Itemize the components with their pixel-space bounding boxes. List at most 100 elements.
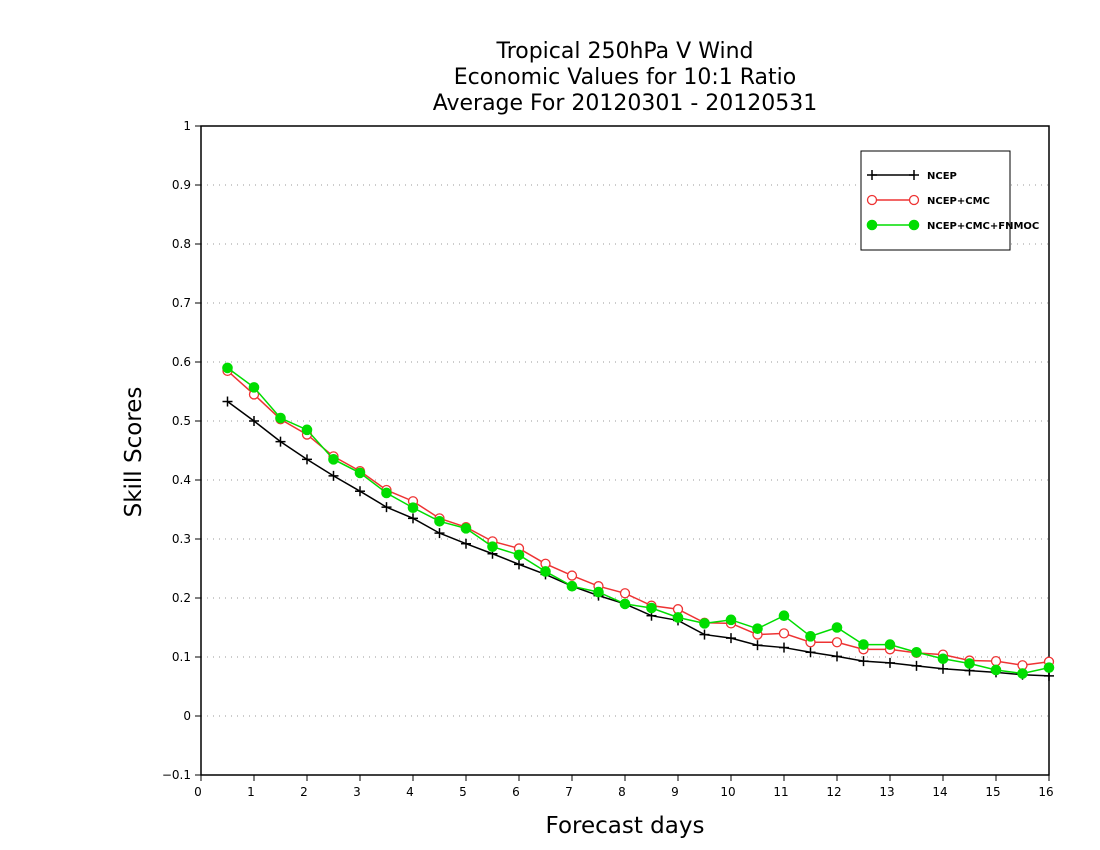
x-tick-label: 6 (512, 785, 520, 799)
legend-marker (866, 219, 878, 231)
chart-title-line: Economic Values for 10:1 Ratio (454, 65, 796, 90)
legend: NCEP NCEP+CMC NCEP+CMC+FNMOC (860, 150, 1039, 251)
data-point (1043, 662, 1055, 673)
data-point (222, 396, 233, 407)
x-axis: 0 1 2 3 4 5 6 7 8 9 10 11 12 13 14 15 16 (194, 775, 1054, 799)
legend-label: NCEP+CMC (927, 196, 990, 207)
x-tick-label: 0 (194, 785, 202, 799)
y-tick-label: 0.8 (172, 237, 191, 251)
x-tick-label: 7 (565, 785, 573, 799)
grid (201, 184, 1049, 717)
series-line (227, 367, 1050, 675)
x-tick-label: 8 (618, 785, 626, 799)
legend-marker (909, 170, 919, 180)
x-tick-label: 9 (671, 785, 679, 799)
data-point (778, 610, 790, 622)
x-tick-label: 13 (879, 785, 894, 799)
x-axis-title: Forecast days (546, 813, 705, 839)
data-point (619, 598, 631, 610)
data-point (487, 541, 498, 552)
data-point (434, 528, 445, 539)
y-tick-label: 0 (183, 709, 191, 723)
data-point (805, 647, 816, 658)
y-tick-label: 0.3 (172, 532, 191, 546)
legend-marker (908, 194, 920, 206)
data-point (328, 454, 339, 465)
data-point (222, 362, 233, 374)
y-tick-label: −0.1 (162, 768, 191, 782)
x-tick-label: 15 (985, 785, 1000, 799)
data-point (646, 602, 657, 614)
data-point (301, 424, 313, 436)
data-point (699, 629, 710, 640)
data-point (885, 657, 895, 668)
data-point (434, 516, 445, 527)
data-point (831, 637, 843, 648)
data-point (699, 618, 710, 629)
legend-item: NCEP (867, 170, 957, 182)
data-point (937, 653, 949, 665)
x-tick-label: 14 (932, 785, 947, 799)
y-tick-label: 1 (183, 119, 191, 133)
series-line (227, 400, 1050, 677)
y-tick-label: 0.4 (172, 473, 191, 487)
y-axis-title: Skill Scores (121, 387, 147, 518)
x-tick-label: 16 (1038, 785, 1053, 799)
data-point (911, 660, 922, 671)
data-point (619, 588, 631, 599)
data-point (566, 580, 578, 592)
data-point (672, 612, 684, 623)
legend-label: NCEP (927, 171, 957, 182)
series-ncep-cmc-fnmoc (222, 362, 1055, 679)
x-tick-label: 1 (247, 785, 255, 799)
y-tick-label: 0.7 (172, 296, 191, 310)
data-point (460, 523, 472, 534)
legend-label: NCEP+CMC+FNMOC (927, 221, 1039, 232)
y-tick-label: 0.2 (172, 591, 191, 605)
legend-item: NCEP+CMC+FNMOC (866, 219, 1039, 232)
data-point (725, 614, 737, 626)
data-point (566, 570, 578, 581)
data-point (593, 586, 604, 598)
chart-title-line: Tropical 250hPa V Wind (495, 39, 753, 64)
data-point (381, 502, 392, 513)
data-point (911, 646, 922, 658)
legend-marker (867, 170, 877, 180)
data-point (328, 470, 339, 481)
data-point (938, 663, 948, 674)
data-point (779, 642, 789, 653)
series-area (222, 362, 1055, 681)
x-tick-label: 2 (300, 785, 308, 799)
data-point (354, 467, 366, 479)
data-point (990, 664, 1002, 676)
series-line (227, 370, 1050, 667)
chart-title-line: Average For 20120301 - 20120531 (433, 91, 818, 116)
data-point (726, 633, 736, 644)
data-point (964, 658, 975, 669)
y-tick-label: 0.1 (172, 650, 191, 664)
y-tick-label: 0.6 (172, 355, 191, 369)
series-ncep (222, 396, 1054, 681)
data-point (355, 486, 365, 497)
x-tick-label: 12 (826, 785, 841, 799)
x-tick-label: 4 (406, 785, 414, 799)
data-point (831, 622, 843, 633)
data-point (514, 559, 524, 570)
data-point (858, 639, 869, 650)
data-point (302, 454, 312, 465)
data-point (540, 566, 551, 577)
data-point (752, 623, 763, 634)
data-point (275, 436, 286, 447)
legend-marker (908, 219, 920, 231)
x-tick-label: 11 (773, 785, 788, 799)
data-point (832, 651, 842, 662)
data-point (752, 640, 763, 651)
x-tick-label: 3 (353, 785, 361, 799)
y-axis: −0.1 0 0.1 0.2 0.3 0.4 0.5 0.6 0.7 0.8 0.9 1 (162, 119, 201, 782)
data-point (408, 513, 418, 524)
data-point (461, 538, 471, 549)
data-point (513, 549, 525, 561)
legend-marker (866, 194, 878, 206)
data-point (381, 487, 392, 499)
